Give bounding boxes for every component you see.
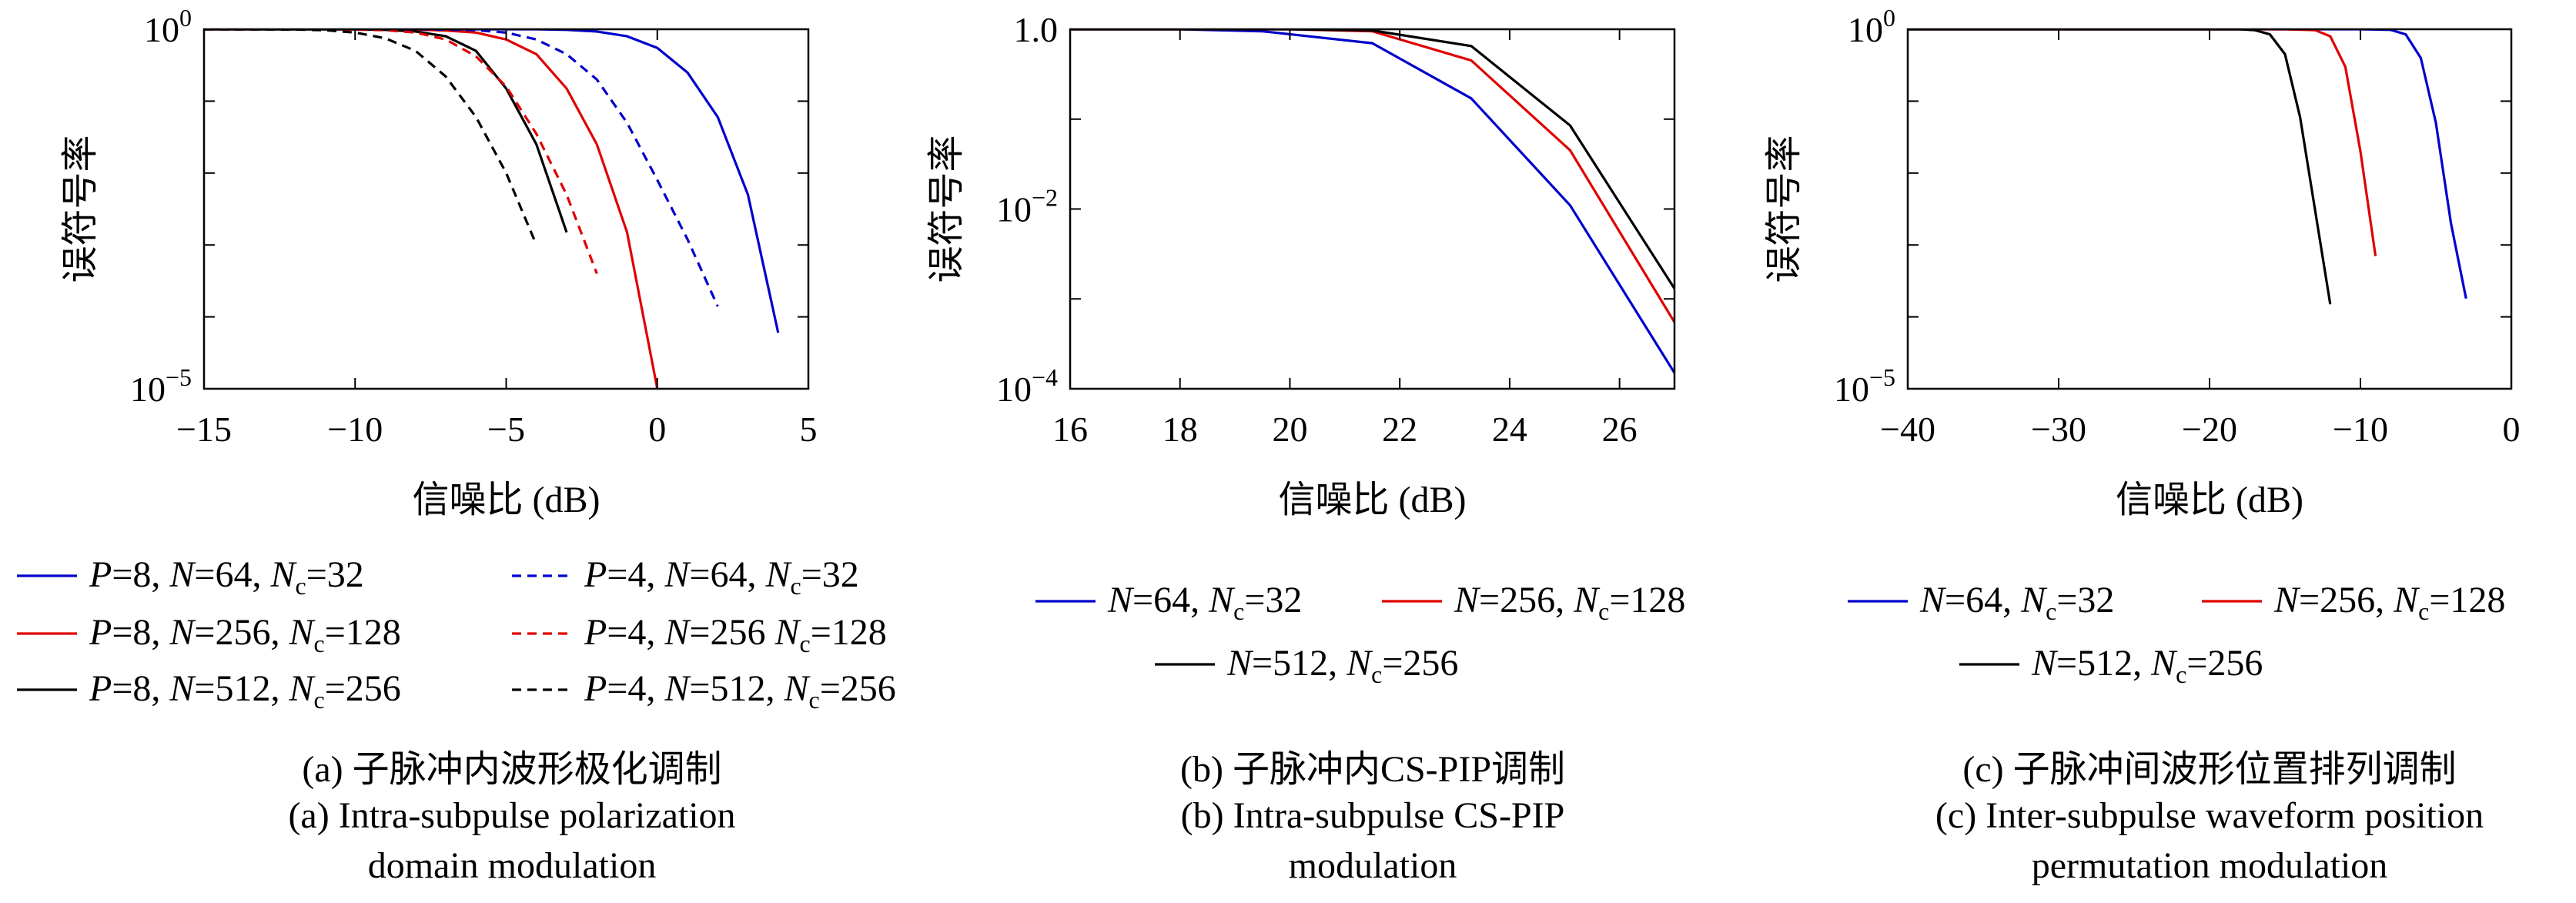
subplot-a: −15 −10 −5 0 5 100 10−5 信噪比 (dB) 误符号率 P=8, N=64, … bbox=[17, 4, 896, 886]
caption-en-line2: domain modulation bbox=[368, 845, 657, 886]
x-tick-label: −30 bbox=[2031, 410, 2086, 449]
legend-label: N=256, Nc=128 bbox=[1454, 580, 1685, 625]
y-tick-label: 10−2 bbox=[996, 184, 1058, 229]
x-tick-label: −20 bbox=[2182, 410, 2237, 449]
y-axis-label: 误符号率 bbox=[1764, 135, 1805, 283]
y-tick-label: 1.0 bbox=[1014, 10, 1059, 49]
x-tick-label: 18 bbox=[1163, 410, 1198, 449]
legend: N=64, Nc=32 N=256, Nc=128 N=512, Nc=256 bbox=[1035, 580, 1685, 688]
x-axis-label: 信噪比 (dB) bbox=[413, 480, 601, 520]
series-line-1 bbox=[1070, 29, 1674, 374]
x-tick-label: −40 bbox=[1880, 410, 1935, 449]
legend-item: N=512, Nc=256 bbox=[1155, 643, 1458, 688]
subplot-b: 16 18 20 22 24 26 1.0 10−2 10−4 信噪比 (dB) 误符号率 N=64,… bbox=[926, 10, 1685, 886]
x-axis-label: 信噪比 (dB) bbox=[2116, 480, 2303, 520]
legend-label: P=4, N=512, Nc=256 bbox=[584, 668, 896, 714]
caption-en-line1: (b) Intra-subpulse CS-PIP bbox=[1181, 795, 1565, 836]
x-tick-label: 26 bbox=[1602, 410, 1638, 449]
series-line-3 bbox=[1070, 29, 1674, 289]
legend-item: N=512, Nc=256 bbox=[1959, 643, 2263, 688]
y-tick-label: 100 bbox=[1848, 4, 1895, 49]
subplot-c: −40 −30 −20 −10 0 100 10−5 信噪比 (dB) 误符号率 N=64, Nc… bbox=[1764, 4, 2521, 886]
series-line-2 bbox=[1908, 29, 2377, 256]
series-lines bbox=[1908, 29, 2467, 305]
legend-label: N=64, Nc=32 bbox=[1919, 580, 2114, 625]
legend-item: N=64, Nc=32 bbox=[1035, 580, 1302, 625]
legend-item: P=4, N=64, Nc=32 bbox=[512, 554, 859, 600]
x-tick-label: −10 bbox=[2333, 410, 2388, 449]
series-line-3 bbox=[1908, 29, 2332, 305]
x-tick-label: 24 bbox=[1492, 410, 1527, 449]
legend-item: N=256, Nc=128 bbox=[2202, 580, 2505, 625]
legend-label: N=512, Nc=256 bbox=[1226, 643, 1458, 688]
caption-cn: (c) 子脉冲间波形位置排列调制 bbox=[1962, 749, 2456, 790]
series-line-3 bbox=[204, 29, 568, 233]
y-tick-label: 10−5 bbox=[130, 363, 192, 409]
legend-item: P=4, N=512, Nc=256 bbox=[512, 668, 896, 714]
y-tick-label: 100 bbox=[144, 4, 192, 49]
series-line-2 bbox=[204, 29, 659, 389]
x-tick-label: 0 bbox=[2503, 410, 2521, 449]
series-line-1 bbox=[1908, 29, 2467, 299]
x-tick-label: 0 bbox=[648, 410, 666, 449]
caption-en-line2: permutation modulation bbox=[2032, 845, 2388, 886]
legend-label: P=8, N=256, Nc=128 bbox=[89, 612, 401, 657]
x-tick-label: 20 bbox=[1272, 410, 1307, 449]
legend-label: N=512, Nc=256 bbox=[2031, 643, 2263, 688]
x-tick-label: 22 bbox=[1382, 410, 1417, 449]
legend-item: P=8, N=512, Nc=256 bbox=[17, 668, 401, 714]
series-line-4 bbox=[204, 29, 719, 307]
caption-en-line2: modulation bbox=[1289, 845, 1457, 886]
caption-en-line1: (c) Inter-subpulse waveform position bbox=[1935, 795, 2484, 836]
plot-frame bbox=[1069, 28, 1676, 390]
caption-cn: (b) 子脉冲内CS-PIP调制 bbox=[1180, 749, 1565, 790]
legend: P=8, N=64, Nc=32 P=8, N=256, Nc=128 P=8, N… bbox=[17, 554, 896, 714]
legend-label: P=8, N=64, Nc=32 bbox=[89, 554, 364, 600]
legend-label: N=64, Nc=32 bbox=[1107, 580, 1302, 625]
caption-cn: (a) 子脉冲内波形极化调制 bbox=[302, 749, 721, 790]
plot-frame bbox=[202, 28, 810, 390]
y-axis-label: 误符号率 bbox=[60, 135, 101, 283]
legend-label: N=256, Nc=128 bbox=[2273, 580, 2505, 625]
y-axis-label: 误符号率 bbox=[926, 135, 967, 283]
legend-item: N=64, Nc=32 bbox=[1848, 580, 2114, 625]
legend-label: P=4, N=64, Nc=32 bbox=[584, 554, 859, 600]
x-tick-label: −10 bbox=[327, 410, 383, 449]
legend-item: N=256, Nc=128 bbox=[1382, 580, 1685, 625]
series-line-6 bbox=[204, 29, 538, 246]
series-lines bbox=[1070, 29, 1674, 374]
y-tick-label: 10−5 bbox=[1834, 363, 1895, 409]
legend-label: P=8, N=512, Nc=256 bbox=[89, 668, 401, 714]
x-tick-label: −15 bbox=[176, 410, 232, 449]
caption-en-line1: (a) Intra-subpulse polarization bbox=[288, 795, 735, 836]
series-line-1 bbox=[204, 29, 780, 333]
x-tick-label: 5 bbox=[800, 410, 818, 449]
plot-frame bbox=[1906, 28, 2513, 390]
series-lines bbox=[204, 29, 780, 389]
legend-item: P=8, N=64, Nc=32 bbox=[17, 554, 364, 600]
legend-item: P=8, N=256, Nc=128 bbox=[17, 612, 401, 657]
y-tick-label: 10−4 bbox=[996, 363, 1058, 409]
x-tick-label: 16 bbox=[1052, 410, 1088, 449]
series-line-2 bbox=[1070, 29, 1674, 323]
x-tick-label: −5 bbox=[487, 410, 525, 449]
legend-item: P=4, N=256 Nc=128 bbox=[512, 612, 887, 657]
legend-label: P=4, N=256 Nc=128 bbox=[584, 612, 887, 657]
x-axis-label: 信噪比 (dB) bbox=[1279, 480, 1467, 520]
